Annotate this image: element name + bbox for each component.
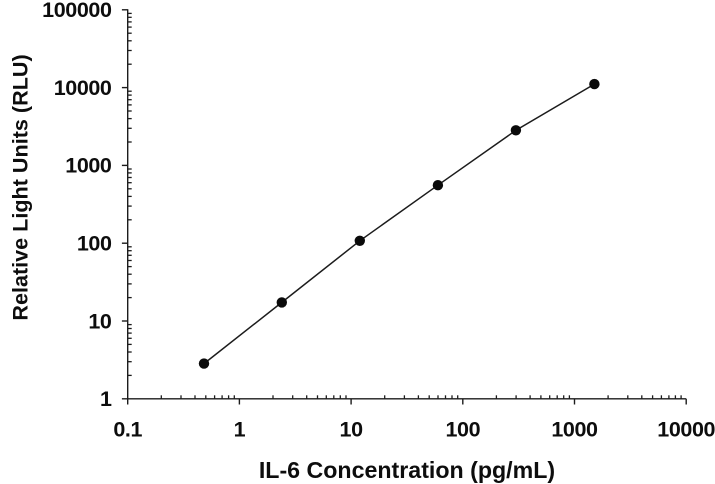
svg-text:10: 10	[88, 309, 112, 333]
svg-text:1000: 1000	[551, 418, 598, 442]
svg-text:100000: 100000	[42, 0, 112, 22]
svg-text:1000: 1000	[65, 154, 112, 178]
svg-text:Relative Light Units (RLU): Relative Light Units (RLU)	[8, 54, 33, 320]
svg-text:1: 1	[234, 418, 246, 442]
svg-text:10000: 10000	[54, 76, 112, 100]
svg-text:10: 10	[340, 418, 364, 442]
svg-text:0.1: 0.1	[113, 418, 142, 442]
svg-text:IL-6 Concentration (pg/mL): IL-6 Concentration (pg/mL)	[259, 457, 555, 483]
svg-text:10000: 10000	[657, 418, 715, 442]
svg-text:100: 100	[445, 418, 480, 442]
svg-text:100: 100	[77, 232, 112, 256]
svg-text:1: 1	[100, 387, 112, 411]
